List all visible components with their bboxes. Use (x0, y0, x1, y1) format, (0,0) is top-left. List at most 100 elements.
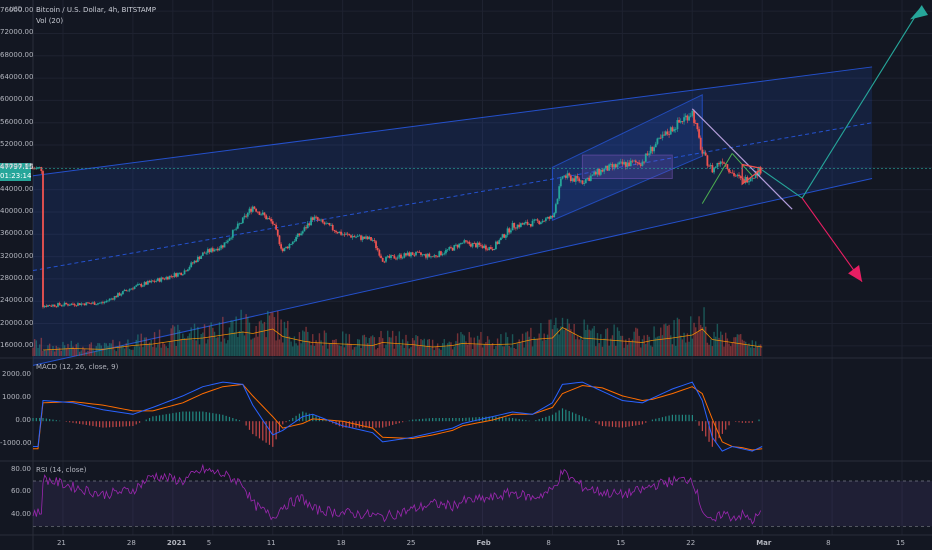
macd-histogram-bar (188, 411, 191, 422)
candle-body (37, 167, 39, 168)
candle-body (551, 215, 554, 218)
volume-bar (551, 329, 554, 356)
volume-bar (500, 334, 502, 356)
macd-histogram-bar (758, 419, 760, 422)
volume-bar (576, 336, 579, 356)
candle-body (718, 163, 720, 165)
candle-body (748, 181, 750, 183)
volume-bar (52, 346, 54, 356)
macd-histogram-bar (442, 417, 444, 422)
volume-bar (355, 346, 357, 356)
volume-bar (448, 341, 450, 356)
macd-histogram-bar (338, 421, 340, 427)
candle-body (604, 165, 607, 169)
macd-indicator-label[interactable]: MACD (12, 26, close, 9) (36, 363, 119, 371)
macd-histogram-bar (95, 421, 97, 427)
volume-bar (395, 335, 397, 356)
candle-body (616, 164, 619, 168)
volume-bar (263, 321, 266, 356)
candle-body (703, 152, 705, 154)
candle-body (729, 172, 732, 174)
candle-body (283, 248, 286, 252)
candle-body (691, 110, 694, 116)
volume-bar (671, 344, 674, 356)
macd-histogram-bar (631, 421, 634, 427)
volume-bar (165, 346, 167, 356)
macd-histogram-bar (55, 420, 57, 422)
volume-bar (628, 337, 630, 356)
macd-histogram-bar (445, 417, 447, 422)
volume-bar (78, 351, 81, 356)
candle-body (330, 225, 332, 226)
volume-bar (230, 320, 232, 356)
macd-histogram-bar (578, 415, 580, 422)
candle-body (743, 179, 745, 183)
macd-histogram-bar (741, 421, 743, 423)
candle-body (266, 218, 269, 220)
candle-body (320, 219, 322, 221)
volume-bar (405, 334, 407, 356)
candle-body (358, 235, 361, 237)
volume-bar (543, 333, 545, 356)
volume-bar (615, 345, 617, 356)
rsi-indicator-label[interactable]: RSI (14, close) (36, 466, 87, 474)
volume-indicator-label[interactable]: Vol (20) (36, 17, 64, 25)
volume-bar (620, 335, 622, 356)
candle-body (32, 168, 34, 170)
macd-histogram-bar (518, 419, 520, 422)
volume-bar (118, 341, 121, 356)
volume-bar (328, 343, 331, 356)
candle-body (253, 206, 256, 209)
drawings-layer[interactable] (33, 5, 932, 283)
volume-bar (496, 338, 499, 356)
candle-body (235, 228, 238, 230)
macd-histogram-bar (145, 419, 147, 422)
volume-bar (646, 334, 649, 356)
trend-channel[interactable] (32, 66, 873, 366)
candle-body (291, 241, 294, 245)
candle-body (218, 248, 221, 251)
macd-histogram-bar (115, 421, 117, 427)
macd-histogram-bar (425, 418, 427, 422)
candle-body (596, 168, 599, 175)
rsi-tick-label: 60.00 (10, 487, 31, 496)
candle-body (130, 288, 133, 290)
macd-histogram-bar (218, 414, 221, 422)
macd-histogram-bar (448, 417, 450, 422)
candle-body (112, 298, 114, 300)
candle-body (490, 247, 492, 249)
candle-body (648, 153, 651, 155)
candle-body (704, 152, 707, 156)
candle-body (738, 174, 740, 177)
volume-bar (744, 341, 747, 356)
volume-bar (123, 348, 126, 356)
candle-body (501, 234, 504, 238)
volume-bar (726, 338, 729, 356)
volume-bar (481, 347, 484, 356)
candle-body (681, 121, 684, 122)
chart-title: Bitcoin / U.S. Dollar, 4h, BITSTAMP (36, 6, 156, 14)
volume-bar (278, 339, 281, 356)
candle-body (92, 302, 94, 304)
candle-body (53, 304, 56, 307)
candle-body (601, 169, 604, 172)
macd-histogram-bar (225, 415, 227, 422)
candle-body (117, 293, 119, 298)
candle-body (400, 254, 402, 259)
macd-histogram-bar (435, 417, 437, 422)
macd-histogram-bar (721, 421, 723, 434)
candle-body (415, 251, 417, 256)
candle-body (255, 208, 258, 212)
candle-body (77, 303, 79, 306)
candle-body (453, 245, 456, 251)
candle-body (315, 216, 317, 218)
volume-bar (345, 333, 347, 356)
candle-body (644, 153, 647, 162)
candle-body (621, 161, 624, 165)
candle-body (141, 285, 144, 287)
volume-bar (117, 346, 119, 356)
macd-histogram-bar (402, 421, 404, 423)
volume-bar (208, 325, 211, 356)
candle-body (526, 221, 529, 225)
